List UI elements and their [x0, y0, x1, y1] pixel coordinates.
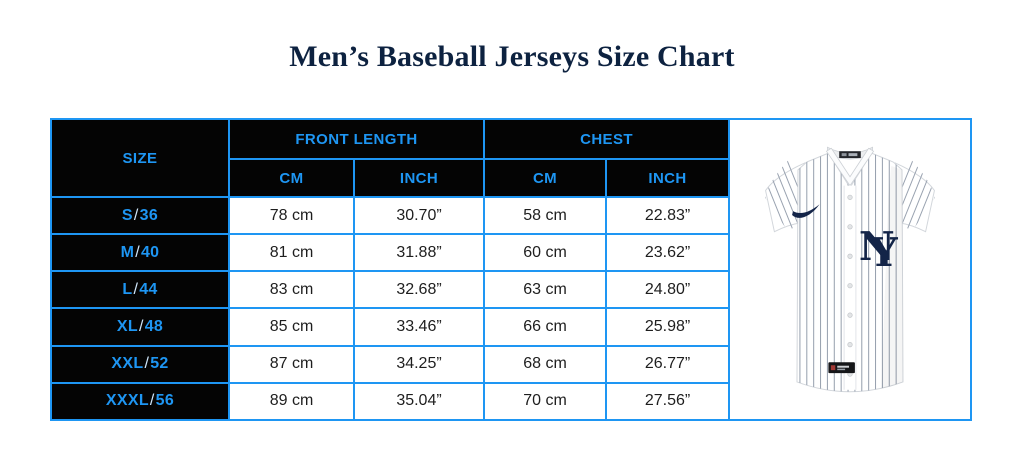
- jersey-buttons: [847, 194, 853, 377]
- table-row: XXXL/56 89 cm 35.04” 70 cm 27.56”: [50, 381, 731, 422]
- front-length-cm-value: 85 cm: [228, 307, 355, 347]
- page-title: Men’s Baseball Jerseys Size Chart: [289, 40, 735, 73]
- size-code: S: [121, 206, 133, 224]
- size-number: 52: [150, 355, 169, 373]
- front-length-cm-value: 83 cm: [228, 270, 355, 310]
- table-row: XL/48 85 cm 33.46” 66 cm 25.98”: [50, 307, 731, 347]
- chest-inch-value: 25.98”: [605, 307, 731, 347]
- front-length-inch-value: 32.68”: [352, 270, 486, 310]
- jersey-collar: [825, 146, 875, 186]
- size-number: 56: [155, 392, 175, 410]
- chest-cm-value: 70 cm: [483, 381, 608, 422]
- header-row-groups: SIZE FRONT LENGTH CHEST: [50, 118, 731, 198]
- subheader-chest-inch: INCH: [605, 158, 731, 198]
- size-table: SIZE FRONT LENGTH CHEST CM INCH CM INCH …: [50, 118, 731, 422]
- size-label: XL/48: [50, 307, 230, 347]
- size-code: M: [120, 243, 135, 261]
- size-slash: /: [133, 206, 139, 224]
- size-number: 44: [139, 280, 158, 298]
- nike-swoosh-icon: [792, 203, 820, 218]
- chest-cm-value: 60 cm: [483, 233, 608, 273]
- subheader-front-inch: INCH: [352, 158, 486, 198]
- column-group-front-length: FRONT LENGTH: [227, 118, 486, 160]
- table-row: L/44 83 cm 32.68” 63 cm 24.80”: [50, 270, 731, 310]
- front-length-inch-value: 33.46”: [352, 307, 486, 347]
- subheader-chest-cm: CM: [483, 158, 608, 198]
- chest-inch-value: 23.62”: [605, 233, 731, 273]
- front-length-cm-value: 78 cm: [228, 195, 355, 236]
- chest-inch-value: 24.80”: [605, 270, 731, 310]
- chest-inch-value: 26.77”: [605, 344, 731, 384]
- front-length-cm-value: 89 cm: [228, 381, 355, 422]
- chest-cm-value: 66 cm: [483, 307, 608, 347]
- jock-tag: [828, 361, 855, 373]
- chest-inch-value: 27.56”: [605, 381, 731, 422]
- size-number: 48: [144, 318, 164, 336]
- chest-inch-value: 22.83”: [605, 195, 731, 236]
- column-header-size: SIZE: [50, 118, 230, 198]
- chest-cm-value: 63 cm: [483, 270, 608, 310]
- jersey-image-panel: N Y: [728, 118, 972, 421]
- size-label: L/44: [50, 270, 230, 310]
- size-code: L: [122, 280, 133, 298]
- column-group-chest: CHEST: [483, 118, 731, 160]
- size-slash: /: [138, 318, 144, 336]
- size-code: XXXL: [105, 392, 149, 410]
- size-slash: /: [144, 355, 150, 373]
- jersey-placket: [843, 185, 857, 390]
- front-length-inch-value: 31.88”: [352, 233, 486, 273]
- front-length-inch-value: 34.25”: [352, 344, 486, 384]
- subheader-front-cm: CM: [228, 158, 355, 198]
- size-number: 36: [139, 206, 159, 224]
- ny-logo-y: Y: [869, 230, 899, 276]
- table-row: S/36 78 cm 30.70” 58 cm 22.83”: [50, 195, 731, 236]
- jersey-image: N Y: [754, 146, 946, 392]
- front-length-inch-value: 30.70”: [352, 195, 486, 236]
- size-label: S/36: [50, 195, 230, 236]
- chest-cm-value: 58 cm: [483, 195, 608, 236]
- size-code: XXL: [111, 355, 144, 373]
- size-slash: /: [135, 243, 140, 261]
- table-row: XXL/52 87 cm 34.25” 68 cm 26.77”: [50, 344, 731, 384]
- size-label: XXXL/56: [50, 381, 230, 422]
- header-row-units: CM INCH CM INCH: [51, 158, 731, 198]
- chest-cm-value: 68 cm: [483, 344, 608, 384]
- ny-logo: N Y: [859, 224, 899, 276]
- ny-logo-n: N: [859, 224, 895, 270]
- front-length-inch-value: 35.04”: [352, 381, 486, 422]
- size-number: 40: [140, 243, 160, 261]
- table-row: M/40 81 cm 31.88” 60 cm 23.62”: [50, 233, 731, 273]
- size-label: M/40: [50, 233, 230, 273]
- size-code: XL: [116, 318, 138, 336]
- front-length-cm-value: 87 cm: [228, 344, 355, 384]
- size-label: XXL/52: [50, 344, 230, 384]
- size-slash: /: [133, 280, 139, 298]
- size-slash: /: [149, 392, 155, 410]
- front-length-cm-value: 81 cm: [228, 233, 355, 273]
